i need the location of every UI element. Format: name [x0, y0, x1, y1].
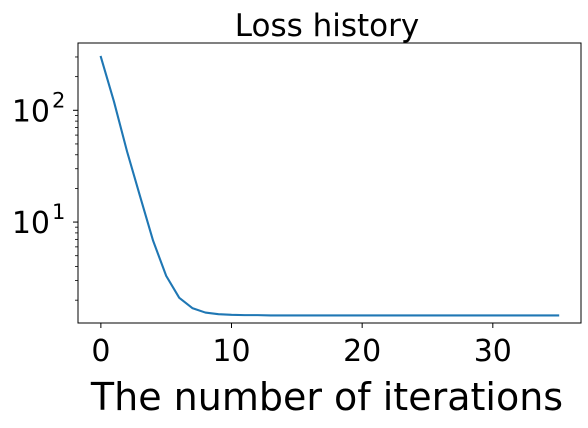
y-tick-label: 10 — [12, 206, 50, 241]
x-tick-label: 0 — [91, 334, 110, 369]
y-tick-exponent: 1 — [52, 200, 65, 224]
axes-frame — [77, 42, 582, 324]
y-tick-base: 10 — [12, 94, 50, 129]
y-tick-exponent: 2 — [52, 88, 65, 112]
x-tick-label: 20 — [343, 334, 381, 369]
series-line-0 — [99, 55, 560, 317]
y-tick-base: 10 — [12, 206, 50, 241]
x-tick-label: 30 — [474, 334, 512, 369]
y-tick-label: 10 — [12, 94, 50, 129]
x-tick-label: 10 — [212, 334, 250, 369]
x-axis-label: The number of iterations — [90, 375, 563, 419]
chart-title: Loss history — [235, 8, 419, 44]
